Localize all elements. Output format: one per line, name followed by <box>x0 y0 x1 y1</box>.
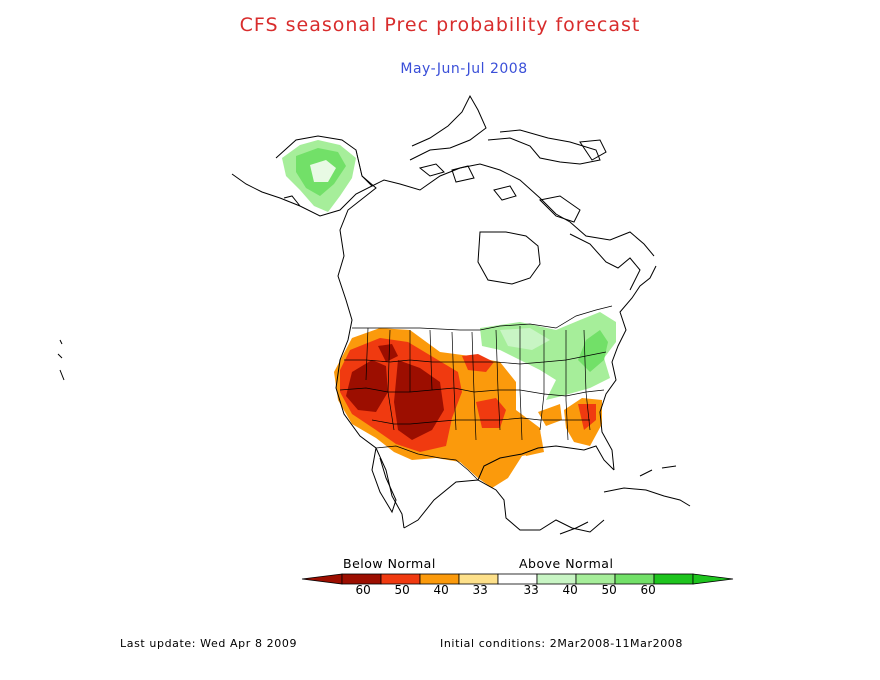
outline-baja <box>371 447 397 514</box>
footer-initial-conditions: Initial conditions: 2Mar2008-11Mar2008 <box>440 637 683 650</box>
legend-tick-label: 40 <box>563 583 578 597</box>
outline-hudson-bay <box>477 231 541 285</box>
outline-canada-arctic <box>371 163 655 257</box>
outline-atlantic-coast <box>599 265 657 471</box>
state-lines <box>339 326 607 441</box>
legend-tick-label: 60 <box>356 583 371 597</box>
legend-below-label: Below Normal <box>343 556 436 571</box>
coastlines <box>57 94 691 535</box>
outline-north-fragment <box>579 139 607 161</box>
legend-tick-label: 50 <box>395 583 410 597</box>
shade-gulf-below-40 <box>520 430 544 456</box>
legend-above-label: Above Normal <box>519 556 614 571</box>
political-borders <box>339 149 613 481</box>
footer-last-update: Last update: Wed Apr 8 2009 <box>120 637 298 650</box>
outline-mexico <box>403 479 605 533</box>
map-subtitle: May-Jun-Jul 2008 <box>400 61 528 77</box>
legend-tick-label: 60 <box>641 583 656 597</box>
legend-tick-label: 33 <box>524 583 539 597</box>
outline-pacific-coast <box>335 175 405 529</box>
shade-lakes-above-light <box>500 328 550 350</box>
legend-tick-label: 50 <box>602 583 617 597</box>
shade-se-below-50 <box>578 404 596 430</box>
outline-baffin <box>538 195 581 223</box>
border-alaska-canada <box>355 149 363 177</box>
outline-arctic-islands <box>409 94 601 201</box>
legend-swatch <box>653 573 694 585</box>
shade-east-below-40 <box>538 404 562 426</box>
shade-west-below-60-c <box>378 344 398 362</box>
shade-ne-above-strong <box>578 330 608 372</box>
shade-alaska-core <box>310 160 336 182</box>
border-us-mexico <box>375 445 479 481</box>
outline-gulf-coast <box>477 445 615 481</box>
map-title: CFS seasonal Prec probability forecast <box>239 14 641 36</box>
legend-tick-label: 33 <box>473 583 488 597</box>
legend-arrow-right <box>692 573 734 585</box>
shade-west-below-60-a <box>346 360 388 412</box>
outline-cuba <box>603 487 691 507</box>
outline-labrador <box>569 233 641 291</box>
shade-north-below-50 <box>462 354 494 372</box>
outline-pacific-islands <box>57 339 65 381</box>
border-us-canada <box>352 305 613 331</box>
outline-alaska <box>231 135 373 217</box>
legend-arrow-left <box>301 573 343 585</box>
outline-islands <box>559 465 677 535</box>
legend-tick-label: 40 <box>434 583 449 597</box>
